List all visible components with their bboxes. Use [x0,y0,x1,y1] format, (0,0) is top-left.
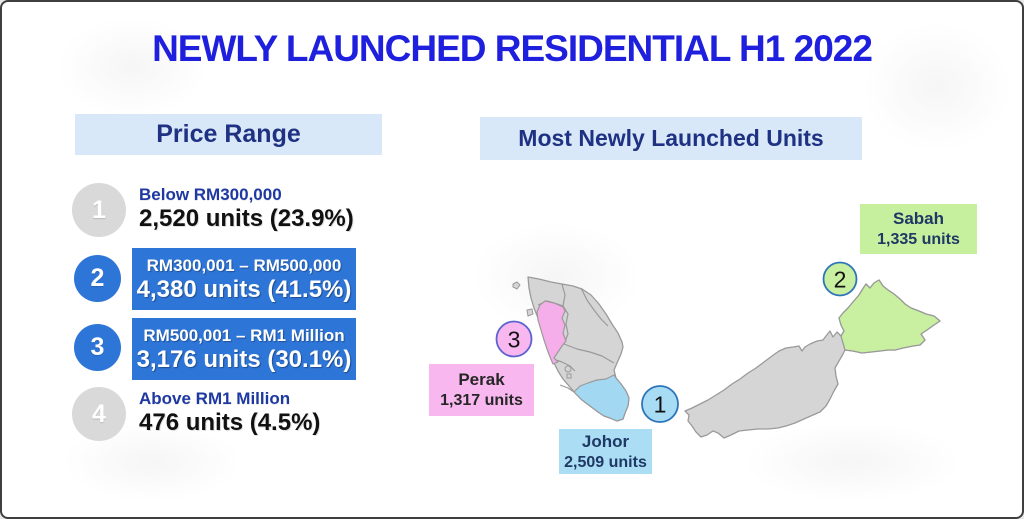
rank-badge-1: 1 [72,183,126,237]
marker-number: 1 [654,391,667,417]
rank-badge-4: 4 [72,387,126,441]
price-item-2: RM300,001 – RM500,000 4,380 units (41.5%… [132,248,356,310]
kl-enclave [564,365,572,373]
marker-number: 2 [834,266,847,292]
johor-label: Johor 2,509 units [559,429,652,474]
rank-number: 2 [90,264,105,292]
state-units: 1,335 units [877,231,960,248]
rank-number: 1 [92,195,106,224]
price-item-1: Below RM300,000 2,520 units (23.9%) [139,185,354,232]
johor-marker: 1 [641,385,679,423]
price-item-units: 2,520 units (23.9%) [139,205,354,232]
state-name: Perak [458,370,505,389]
rank-badge-3: 3 [74,324,121,371]
map-section-header: Most Newly Launched Units [480,117,862,160]
marker-number: 3 [508,326,521,352]
state-units: 2,509 units [564,453,647,471]
sabah-state-shape [838,279,941,354]
price-item-4: Above RM1 Million 476 units (4.5%) [139,389,320,436]
malaysia-map: 1 2 3 [495,261,941,439]
putrajaya-enclave [566,373,572,379]
sabah-marker: 2 [822,261,858,297]
perak-state-shape [536,300,567,365]
price-item-label: RM500,001 – RM1 Million [143,326,345,345]
price-item-units: 4,380 units (41.5%) [136,276,352,303]
johor-state-shape [573,374,630,422]
price-range-header: Price Range [75,114,382,155]
price-item-label: RM300,001 – RM500,000 [146,256,342,275]
perak-marker: 3 [495,320,533,358]
page-title: NEWLY LAUNCHED RESIDENTIAL H1 2022 [152,28,873,69]
price-item-units: 3,176 units (30.1%) [136,346,352,373]
island-shape [526,308,534,317]
perak-label: Perak 1,317 units [429,364,534,416]
price-item-label: Above RM1 Million [139,389,291,408]
rank-number: 3 [90,333,105,361]
island-shape [512,281,521,290]
rank-badge-2: 2 [74,255,121,302]
sabah-label: Sabah 1,335 units [860,204,977,254]
rank-number: 4 [92,399,106,428]
state-name: Johor [581,431,630,451]
price-item-3: RM500,001 – RM1 Million 3,176 units (30.… [132,318,356,380]
price-item-units: 476 units (4.5%) [139,409,321,436]
price-item-label: Below RM300,000 [139,185,282,204]
state-name: Sabah [892,209,945,228]
state-units: 1,317 units [440,392,523,409]
